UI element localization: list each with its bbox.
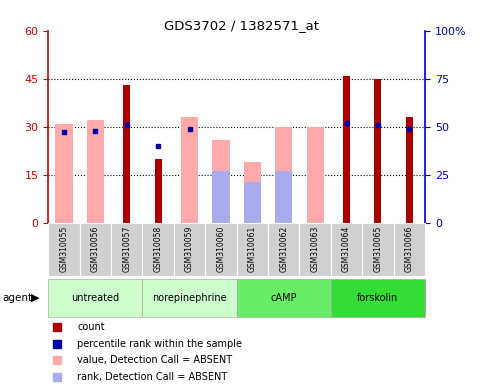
Bar xyxy=(268,223,299,276)
Bar xyxy=(213,139,229,223)
Bar xyxy=(123,85,130,223)
Bar xyxy=(155,159,162,223)
Bar xyxy=(142,223,174,276)
Bar xyxy=(331,223,362,276)
Bar xyxy=(331,279,425,316)
Text: count: count xyxy=(77,322,105,332)
Text: GDS3702 / 1382571_at: GDS3702 / 1382571_at xyxy=(164,19,319,32)
Bar xyxy=(205,223,237,276)
Text: GSM310059: GSM310059 xyxy=(185,225,194,272)
Text: GSM310058: GSM310058 xyxy=(154,225,163,271)
Text: GSM310056: GSM310056 xyxy=(91,225,100,272)
Bar xyxy=(48,223,80,276)
Bar xyxy=(56,124,72,223)
Bar xyxy=(237,223,268,276)
Bar xyxy=(299,223,331,276)
Text: GSM310060: GSM310060 xyxy=(216,225,226,272)
Bar xyxy=(244,182,261,223)
Bar xyxy=(275,171,292,223)
Bar xyxy=(307,127,324,223)
Bar xyxy=(362,223,394,276)
Text: GSM310057: GSM310057 xyxy=(122,225,131,272)
Bar xyxy=(80,223,111,276)
Bar xyxy=(343,76,350,223)
Bar xyxy=(244,162,261,223)
Bar xyxy=(174,223,205,276)
Bar xyxy=(111,223,142,276)
Bar xyxy=(142,279,237,316)
Text: GSM310064: GSM310064 xyxy=(342,225,351,272)
Text: norepinephrine: norepinephrine xyxy=(152,293,227,303)
Bar xyxy=(87,120,104,223)
Text: agent: agent xyxy=(2,293,32,303)
Text: untreated: untreated xyxy=(71,293,119,303)
Text: value, Detection Call = ABSENT: value, Detection Call = ABSENT xyxy=(77,356,232,366)
Bar xyxy=(181,117,198,223)
Text: GSM310055: GSM310055 xyxy=(59,225,69,272)
Bar xyxy=(275,127,292,223)
Text: GSM310062: GSM310062 xyxy=(279,225,288,271)
Text: ▶: ▶ xyxy=(31,293,40,303)
Bar xyxy=(374,79,382,223)
Bar xyxy=(48,279,142,316)
Text: forskolin: forskolin xyxy=(357,293,398,303)
Text: GSM310066: GSM310066 xyxy=(405,225,414,272)
Text: rank, Detection Call = ABSENT: rank, Detection Call = ABSENT xyxy=(77,372,227,382)
Text: GSM310063: GSM310063 xyxy=(311,225,320,272)
Text: GSM310061: GSM310061 xyxy=(248,225,257,271)
Bar xyxy=(406,117,413,223)
Text: GSM310065: GSM310065 xyxy=(373,225,383,272)
Text: percentile rank within the sample: percentile rank within the sample xyxy=(77,339,242,349)
Text: cAMP: cAMP xyxy=(270,293,297,303)
Bar xyxy=(213,171,229,223)
Bar xyxy=(237,279,331,316)
Bar xyxy=(394,223,425,276)
